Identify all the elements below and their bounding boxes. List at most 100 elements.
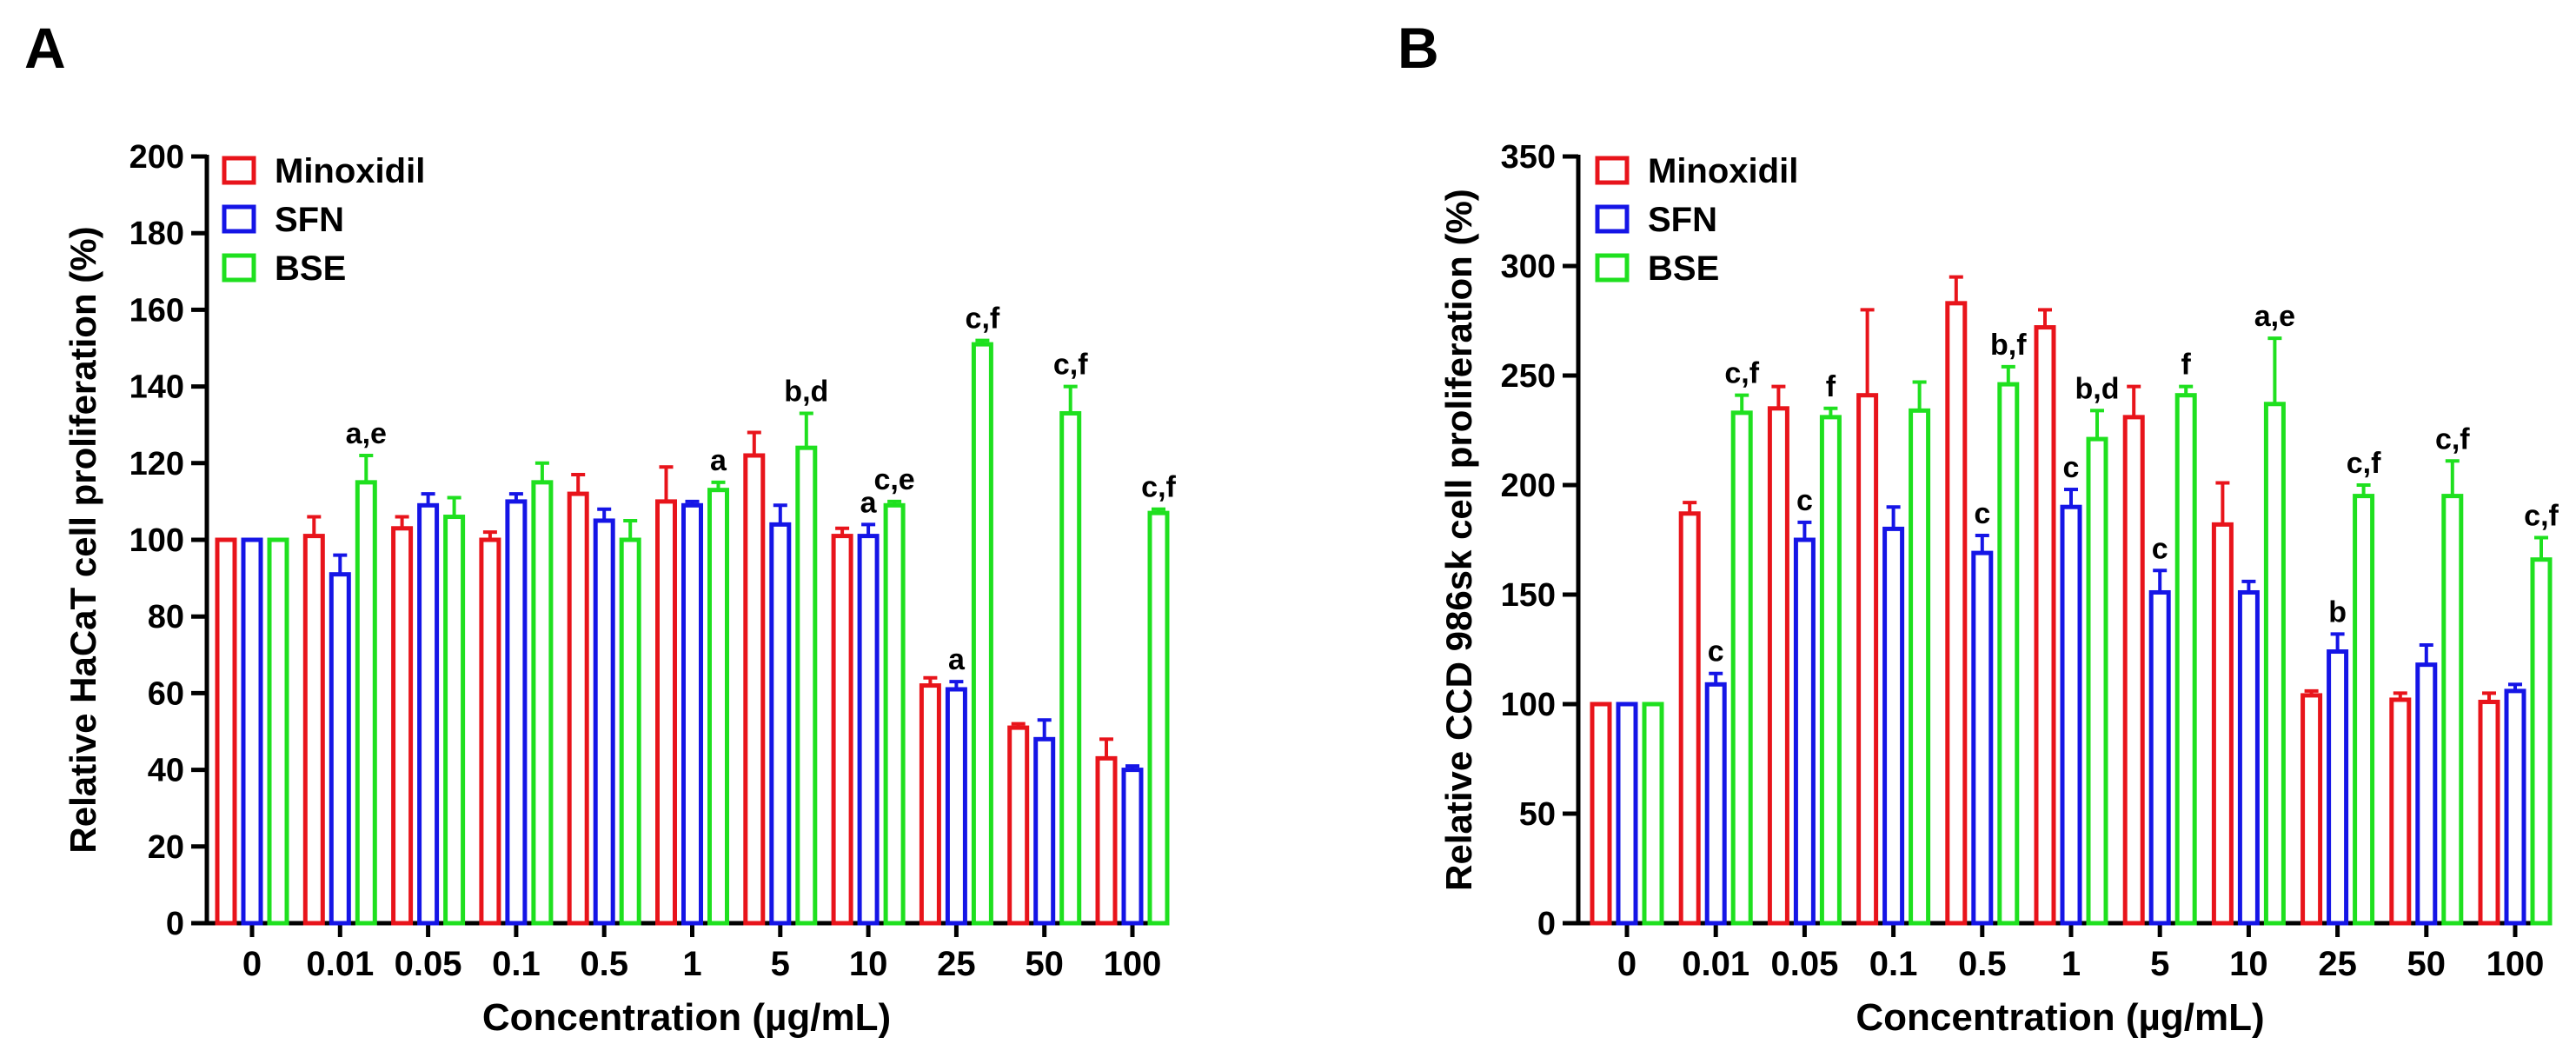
- bar-sfn: [1704, 682, 1727, 926]
- x-tick-label: 0.1: [492, 945, 541, 983]
- legend-swatch-sfn: [222, 204, 256, 234]
- bar-bse: [795, 445, 818, 926]
- y-tick-label: 80: [148, 599, 184, 635]
- significance-label: f: [1826, 370, 1836, 403]
- bar-sfn: [857, 534, 880, 926]
- legend-label-minoxidil: Minoxidil: [275, 152, 425, 190]
- bar-minoxidil: [1590, 702, 1612, 926]
- legend-label-bse: BSE: [275, 249, 346, 288]
- legend-swatch-minoxidil: [1595, 156, 1630, 185]
- legend-swatch-bse: [222, 253, 256, 283]
- x-tick-label: 0.01: [306, 945, 374, 983]
- bar-minoxidil: [743, 453, 766, 926]
- y-tick-label: 150: [1501, 577, 1556, 614]
- bar-bse: [2441, 494, 2464, 926]
- bar-sfn: [329, 572, 351, 926]
- y-tick-label: 350: [1501, 139, 1556, 176]
- bar-minoxidil: [655, 499, 677, 926]
- x-tick-label: 0.5: [1958, 945, 2007, 983]
- x-tick-label: 100: [2486, 945, 2545, 983]
- significance-label: c: [1708, 635, 1724, 668]
- bar-sfn: [1882, 526, 1905, 926]
- x-tick-label: 0.05: [1770, 945, 1838, 983]
- significance-label: c,f: [2347, 447, 2381, 480]
- bar-bse: [267, 537, 289, 926]
- bar-sfn: [417, 502, 440, 926]
- bar-bse: [355, 480, 377, 926]
- bar-minoxidil: [2300, 693, 2323, 926]
- y-tick-label: 50: [1519, 796, 1556, 833]
- bar-minoxidil: [919, 683, 941, 926]
- bar-sfn: [945, 687, 967, 926]
- panel-label-a: A: [24, 16, 66, 80]
- x-tick-label: 100: [1104, 945, 1162, 983]
- x-axis-title: Concentration (µg/mL): [482, 996, 891, 1039]
- y-tick-label: 200: [129, 139, 184, 176]
- x-tick-label: 1: [2061, 945, 2081, 983]
- bar-sfn: [1033, 736, 1056, 926]
- bar-minoxidil: [215, 537, 237, 926]
- bar-minoxidil: [1945, 301, 1968, 926]
- bar-minoxidil: [1678, 511, 1701, 926]
- bar-sfn: [1121, 768, 1144, 926]
- significance-label: c,f: [1053, 349, 1088, 382]
- bar-minoxidil: [1856, 393, 1879, 926]
- bar-sfn: [2327, 649, 2349, 926]
- y-tick-label: 20: [148, 829, 184, 866]
- significance-label: c,f: [1724, 357, 1759, 390]
- panel-label-b: B: [1398, 16, 1439, 80]
- significance-label: a,e: [2254, 300, 2295, 333]
- legend-label-minoxidil: Minoxidil: [1648, 152, 1798, 190]
- bar-bse: [1730, 410, 1753, 926]
- bar-minoxidil: [831, 534, 853, 926]
- y-tick-label: 40: [148, 753, 184, 789]
- legend-label-sfn: SFN: [1648, 201, 1717, 239]
- bar-sfn: [2060, 504, 2082, 926]
- y-tick-label: 140: [129, 369, 184, 406]
- significance-label: f: [2181, 349, 2192, 382]
- bar-minoxidil: [2389, 697, 2412, 926]
- x-tick-label: 1: [682, 945, 701, 983]
- y-tick-label: 0: [166, 906, 184, 942]
- bar-sfn: [593, 518, 615, 926]
- bar-sfn: [2504, 688, 2526, 926]
- bar-bse: [2174, 393, 2197, 926]
- significance-label: a: [710, 444, 727, 477]
- bar-bse: [1059, 410, 1082, 926]
- bar-minoxidil: [302, 534, 325, 926]
- x-tick-label: 0: [242, 945, 262, 983]
- bar-bse: [1909, 408, 1931, 926]
- legend-label-sfn: SFN: [275, 201, 344, 239]
- bar-sfn: [2237, 589, 2260, 926]
- legend-swatch-sfn: [1595, 204, 1630, 234]
- x-tick-label: 50: [1025, 945, 1064, 983]
- legend-swatch-bse: [1595, 253, 1630, 283]
- x-tick-label: 25: [2318, 945, 2357, 983]
- bar-bse: [443, 515, 466, 926]
- significance-label: c: [1796, 484, 1813, 517]
- y-tick-label: 120: [129, 446, 184, 482]
- significance-label: b,d: [784, 375, 828, 408]
- x-tick-label: 0.5: [580, 945, 628, 983]
- bar-sfn: [1793, 537, 1816, 926]
- bar-minoxidil: [1767, 406, 1789, 926]
- y-tick-label: 100: [129, 522, 184, 559]
- x-axis-title: Concentration (µg/mL): [1856, 996, 2264, 1039]
- bar-minoxidil: [2034, 325, 2056, 926]
- significance-label: c,e: [873, 463, 914, 496]
- y-tick-label: 200: [1501, 468, 1556, 504]
- x-tick-label: 50: [2407, 945, 2447, 983]
- y-tick-label: 0: [1537, 906, 1556, 942]
- bar-minoxidil: [1007, 725, 1030, 926]
- significance-label: a: [860, 486, 878, 519]
- bar-bse: [1147, 510, 1170, 926]
- legend-label-bse: BSE: [1648, 249, 1719, 288]
- bar-sfn: [505, 499, 528, 926]
- bar-bse: [1997, 382, 2020, 926]
- x-tick-label: 0: [1617, 945, 1637, 983]
- bar-bse: [2353, 494, 2375, 926]
- x-tick-label: 10: [2229, 945, 2268, 983]
- bar-minoxidil: [2478, 699, 2500, 926]
